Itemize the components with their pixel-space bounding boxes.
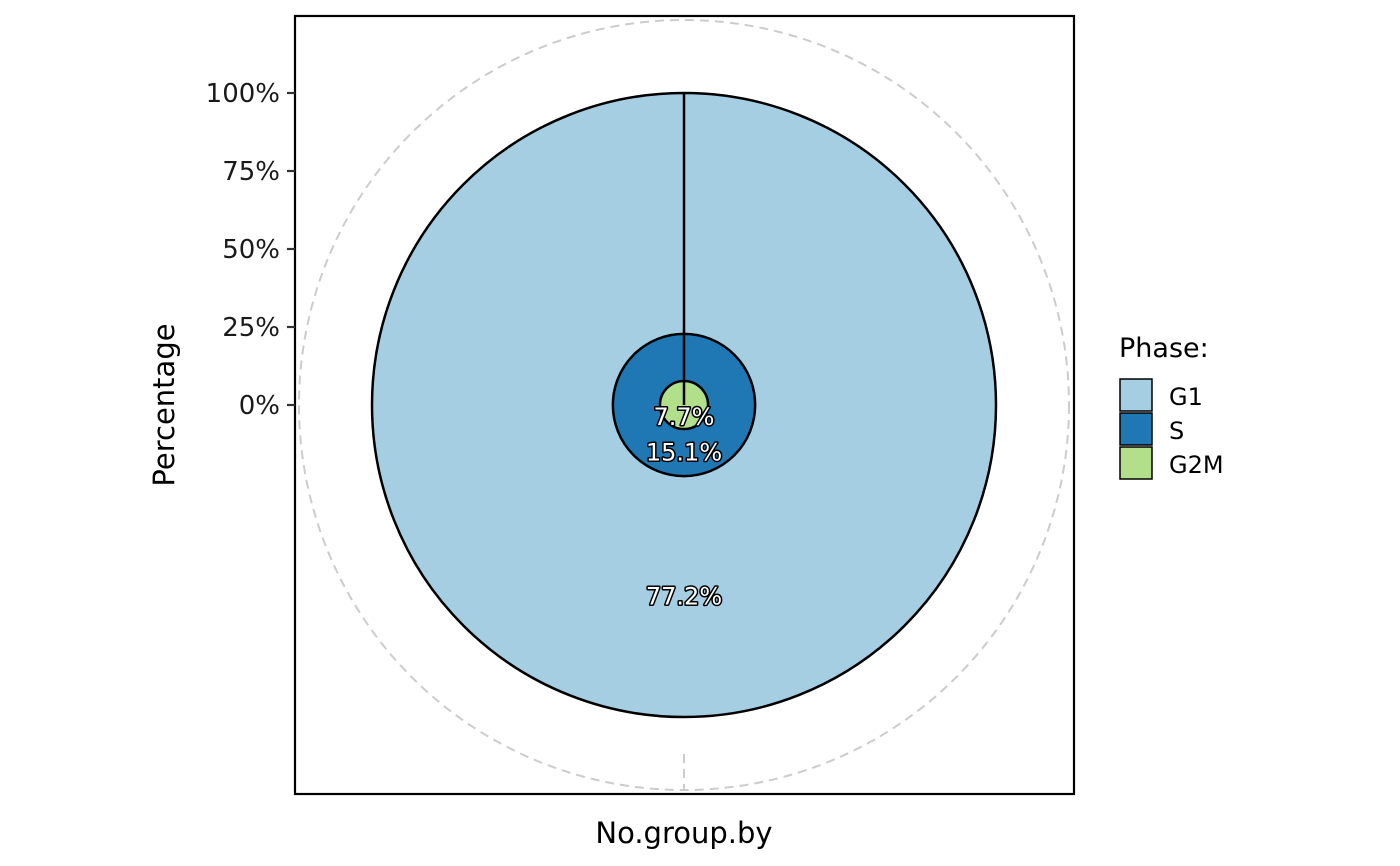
y-tick-label: 100% <box>206 79 280 109</box>
slice-label-G2M: 7.7% <box>654 403 715 431</box>
x-axis-title: No.group.by <box>595 816 772 850</box>
legend-key-G1 <box>1119 378 1153 412</box>
background-ring <box>298 19 1070 791</box>
y-tick-label: 25% <box>222 313 280 343</box>
legend-key-S <box>1119 412 1153 446</box>
legend-label-S: S <box>1169 417 1184 445</box>
y-tick-label: 50% <box>222 235 280 265</box>
legend: Phase: G1 S G2M <box>1119 333 1224 480</box>
slice-label-S: 15.1% <box>646 439 722 467</box>
slice-label-G1: 77.2% <box>646 583 722 611</box>
legend-label-G1: G1 <box>1169 383 1203 411</box>
legend-key-G2M <box>1119 446 1153 480</box>
plot-area: 77.2% 15.1% 7.7% <box>293 14 1076 796</box>
y-axis-title: Percentage <box>147 323 181 486</box>
y-axis: 0% 25% 50% 75% 100% <box>206 79 295 421</box>
slice-labels-layer: 77.2% 15.1% 7.7% <box>644 402 723 613</box>
legend-title: Phase: <box>1119 333 1209 364</box>
y-tick-label: 0% <box>239 391 280 421</box>
y-tick-label: 75% <box>222 157 280 187</box>
legend-label-G2M: G2M <box>1169 451 1224 479</box>
